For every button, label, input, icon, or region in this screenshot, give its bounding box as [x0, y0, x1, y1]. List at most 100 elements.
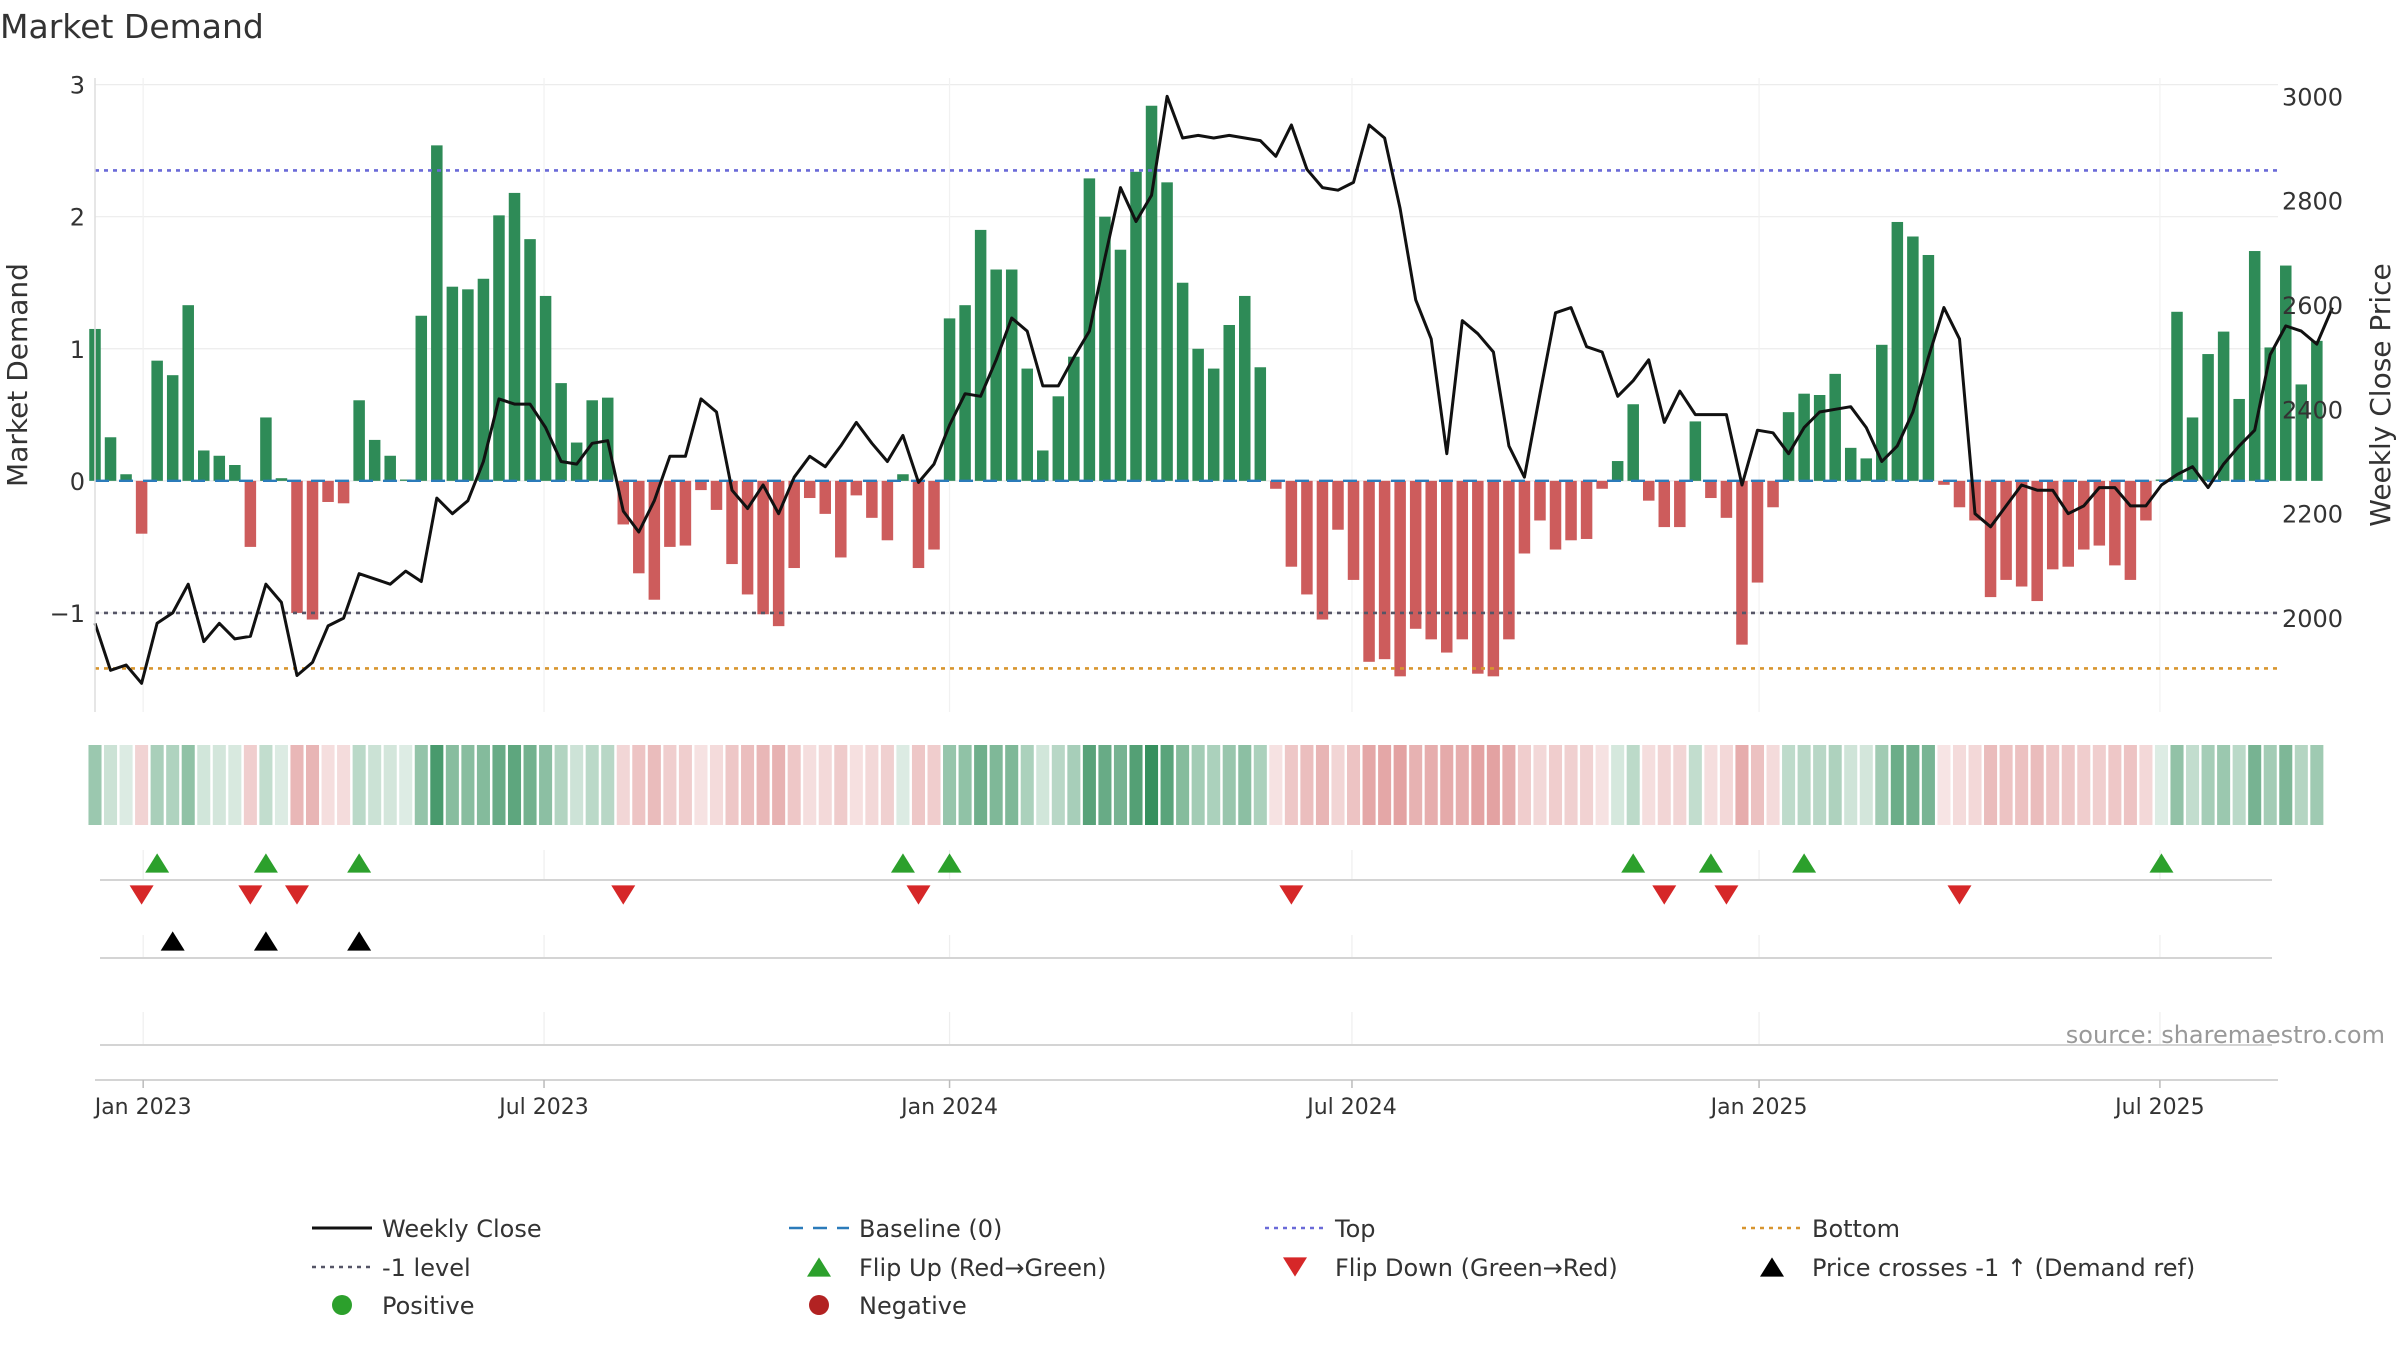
heat-cell: [1098, 745, 1112, 825]
y-left-tick-label: 3: [70, 72, 85, 100]
heat-cell: [974, 745, 988, 825]
demand-bar: [772, 480, 785, 627]
demand-bar: [1534, 480, 1546, 521]
demand-bar: [1239, 295, 1251, 481]
heat-cell: [2092, 745, 2106, 825]
heat-cell: [1797, 745, 1811, 825]
heat-cell: [849, 745, 863, 825]
heat-cell: [166, 745, 180, 825]
flip-down-marker: [1947, 885, 1972, 905]
demand-bar: [1363, 480, 1375, 662]
demand-bar: [2295, 384, 2308, 481]
heat-cell: [1782, 745, 1796, 825]
y-right-tick-label: 2200: [2282, 501, 2343, 529]
price-cross-marker: [347, 931, 372, 951]
demand-bar: [1145, 105, 1158, 481]
heat-cell: [678, 745, 692, 825]
demand-bar: [2140, 480, 2152, 521]
heat-cell: [2294, 745, 2308, 825]
heat-cell: [368, 745, 382, 825]
heat-cell: [2186, 745, 2200, 825]
chart-title: Market Demand: [0, 7, 264, 46]
weekly-close-line: [93, 94, 2334, 685]
demand-bar: [1751, 480, 1764, 583]
demand-bar: [2171, 311, 2183, 481]
demand-bar: [1503, 480, 1515, 640]
demand-bar: [1316, 480, 1329, 620]
flip-down-marker: [1279, 885, 1304, 905]
demand-bar: [1378, 480, 1391, 660]
heat-cell: [337, 745, 351, 825]
legend-swatch: [1760, 1257, 1784, 1277]
demand-bar: [1705, 480, 1717, 499]
heat-cell: [539, 745, 553, 825]
heat-cell: [1517, 745, 1531, 825]
demand-bar: [2233, 398, 2245, 481]
legend-swatch: [1283, 1257, 1307, 1277]
x-tick-label: Jul 2023: [497, 1095, 589, 1120]
heat-strip: [88, 745, 2324, 825]
demand-bar: [229, 465, 241, 481]
heat-cell: [507, 745, 522, 825]
heat-cell: [88, 745, 102, 825]
demand-bar: [617, 480, 630, 525]
demand-bar: [1068, 356, 1080, 481]
demand-bar: [1192, 348, 1204, 481]
demand-bar: [990, 269, 1002, 481]
heat-cell: [2123, 745, 2137, 825]
heat-cell: [1502, 745, 1516, 825]
heat-cell: [259, 745, 273, 825]
flip-down-marker: [906, 885, 931, 905]
demand-bar: [1207, 368, 1220, 481]
demand-bar: [1270, 480, 1282, 489]
demand-bar: [477, 278, 490, 481]
demand-bar: [1611, 461, 1624, 481]
heat-cell: [135, 745, 149, 825]
demand-bar: [974, 229, 987, 481]
heat-cell: [585, 745, 599, 825]
heat-cell: [2201, 745, 2215, 825]
demand-bar: [1627, 404, 1639, 481]
x-tick-label: Jan 2025: [1709, 1095, 1808, 1120]
heat-cell: [741, 745, 755, 825]
heat-cell: [1952, 745, 1967, 825]
demand-bar: [1922, 254, 1935, 481]
heat-cell: [399, 745, 413, 825]
demand-bar: [555, 383, 567, 481]
demand-bar: [2311, 340, 2323, 481]
demand-bar: [1549, 480, 1562, 550]
heat-cell: [2154, 745, 2168, 825]
demand-bar: [431, 145, 443, 481]
heat-cell: [1409, 745, 1423, 825]
flip-up-marker: [2149, 853, 2174, 873]
heat-cell: [305, 745, 320, 825]
heat-cell: [601, 745, 615, 825]
heat-cell: [1315, 745, 1329, 825]
heat-cell: [476, 745, 490, 825]
legend-label: Flip Down (Green→Red): [1335, 1254, 1618, 1282]
heat-cell: [1735, 745, 1749, 825]
demand-bar: [415, 315, 428, 481]
heat-cell: [1688, 745, 1702, 825]
flip-up-marker: [937, 853, 962, 873]
heat-cell: [1067, 745, 1081, 825]
heat-cell: [1890, 745, 1904, 825]
heat-cell: [1129, 745, 1143, 825]
heat-cell: [1486, 745, 1500, 825]
flip-down-marker: [238, 885, 263, 905]
heat-cell: [1968, 745, 1982, 825]
heat-cell: [383, 745, 397, 825]
heat-cell: [911, 745, 926, 825]
demand-bar: [1223, 324, 1235, 481]
demand-bar: [135, 480, 148, 534]
demand-bar: [399, 479, 412, 481]
heat-cell: [492, 745, 506, 825]
heat-cell: [1331, 745, 1345, 825]
demand-bar: [1658, 480, 1671, 528]
heat-cell: [1828, 745, 1842, 825]
heat-cell: [787, 745, 801, 825]
demand-bar: [1860, 458, 1873, 481]
demand-bar: [2078, 480, 2090, 550]
price-cross-marker: [253, 931, 278, 951]
